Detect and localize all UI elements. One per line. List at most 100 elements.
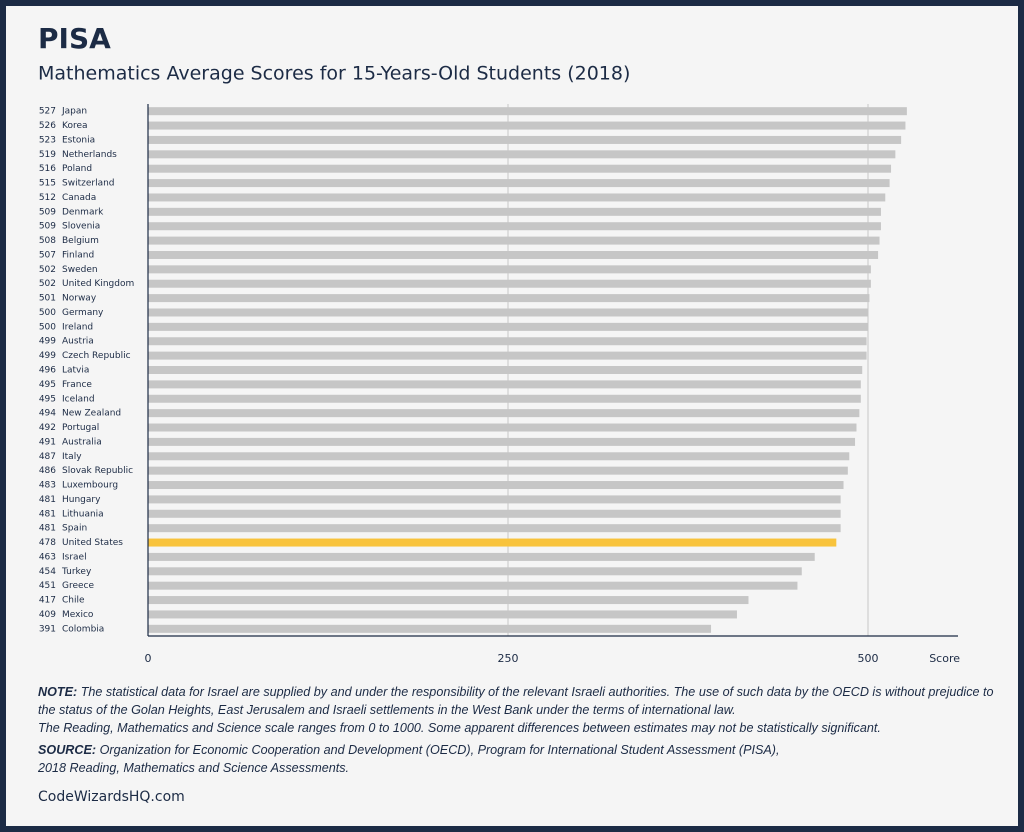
source-text: Organization for Economic Cooperation an… — [99, 743, 780, 757]
bar — [148, 337, 867, 346]
value-label: 494 — [39, 409, 56, 419]
source-label: SOURCE: — [38, 743, 97, 757]
value-label: 508 — [39, 236, 56, 246]
value-label: 451 — [39, 581, 56, 591]
bar — [148, 466, 848, 475]
y-tick-label: Canada — [62, 193, 96, 203]
y-tick-label: Colombia — [62, 624, 104, 634]
bar — [148, 107, 907, 116]
chart-subtitle: Mathematics Average Scores for 15-Years-… — [38, 63, 630, 85]
value-label: 512 — [39, 193, 56, 203]
bar — [148, 423, 857, 432]
y-tick-label: Luxembourg — [62, 481, 118, 491]
value-label: 491 — [39, 437, 56, 447]
bar — [148, 495, 841, 504]
source-text: 2018 Reading, Mathematics and Science As… — [38, 761, 350, 775]
value-label: 507 — [39, 250, 56, 260]
value-label: 500 — [39, 322, 56, 332]
value-label: 486 — [39, 466, 56, 476]
bar — [148, 567, 802, 576]
value-label: 509 — [39, 207, 56, 217]
y-tick-label: Spain — [62, 524, 87, 534]
y-tick-label: Lithuania — [62, 509, 104, 519]
bar — [148, 481, 844, 490]
bar — [148, 265, 871, 274]
value-label: 391 — [39, 624, 56, 634]
bar — [148, 366, 863, 374]
y-tick-label: Norway — [62, 294, 97, 304]
value-label: 454 — [39, 567, 56, 577]
value-label: 495 — [39, 380, 56, 390]
note: NOTE: The statistical data for Israel ar… — [38, 683, 998, 719]
y-tick-label: Estonia — [62, 135, 95, 145]
bar — [148, 207, 881, 216]
value-label: 509 — [39, 222, 56, 232]
source: SOURCE: Organization for Economic Cooper… — [38, 741, 998, 777]
y-tick-label: Germany — [62, 308, 104, 318]
y-tick-label: Slovenia — [62, 222, 100, 232]
bar — [148, 596, 749, 605]
value-label: 516 — [39, 164, 56, 174]
bar — [148, 222, 881, 231]
value-label: 526 — [39, 121, 56, 131]
bar — [148, 135, 902, 144]
chart-title: PISA — [38, 22, 111, 55]
bar — [148, 394, 861, 403]
y-tick-label: Japan — [61, 107, 87, 117]
x-tick-label: 250 — [498, 652, 519, 665]
value-label: 487 — [39, 452, 56, 462]
x-axis-label: Score — [929, 652, 960, 665]
bar — [148, 236, 880, 245]
bar — [148, 121, 906, 130]
bar — [148, 179, 890, 188]
value-label: 519 — [39, 150, 56, 160]
note-label: NOTE: — [38, 685, 78, 699]
bar — [148, 193, 886, 202]
bar — [148, 279, 871, 288]
value-label: 481 — [39, 509, 56, 519]
y-tick-label: Chile — [62, 596, 85, 606]
bar — [148, 380, 861, 389]
bar — [148, 452, 850, 461]
bar — [148, 294, 870, 303]
value-label: 409 — [39, 610, 56, 620]
y-tick-label: Portugal — [62, 423, 99, 433]
note-text: The statistical data for Israel are supp… — [38, 685, 994, 717]
value-label: 527 — [39, 107, 56, 117]
bar — [148, 610, 737, 619]
bar — [148, 552, 815, 561]
y-tick-label: Australia — [62, 437, 102, 447]
value-label: 502 — [39, 279, 56, 289]
y-tick-label: Israel — [62, 552, 87, 562]
y-tick-label: Latvia — [62, 366, 89, 376]
y-tick-label: Poland — [62, 164, 92, 174]
y-tick-label: Turkey — [61, 567, 92, 577]
y-tick-label: Italy — [62, 452, 82, 462]
value-label: 523 — [39, 135, 56, 145]
notes: NOTE: The statistical data for Israel ar… — [38, 683, 998, 777]
y-tick-label: France — [62, 380, 92, 390]
y-tick-label: Mexico — [62, 610, 94, 620]
y-tick-label: New Zealand — [62, 409, 121, 419]
note: The Reading, Mathematics and Science sca… — [38, 721, 881, 735]
bar — [148, 437, 856, 446]
value-label: 495 — [39, 394, 56, 404]
y-tick-label: Hungary — [62, 495, 101, 505]
value-label: 515 — [39, 179, 56, 189]
y-tick-label: Czech Republic — [62, 351, 131, 361]
value-label: 478 — [39, 538, 56, 548]
value-label: 483 — [39, 481, 56, 491]
y-tick-label: Iceland — [62, 394, 95, 404]
value-label: 481 — [39, 495, 56, 505]
y-tick-label: Greece — [62, 581, 94, 591]
y-tick-label: United Kingdom — [62, 279, 134, 289]
bar — [148, 409, 860, 418]
bar — [148, 524, 841, 533]
y-tick-label: Finland — [62, 250, 94, 260]
bar — [148, 164, 892, 173]
value-label: 417 — [39, 596, 56, 606]
value-label: 502 — [39, 265, 56, 275]
value-label: 501 — [39, 294, 56, 304]
y-tick-label: Korea — [62, 121, 88, 131]
